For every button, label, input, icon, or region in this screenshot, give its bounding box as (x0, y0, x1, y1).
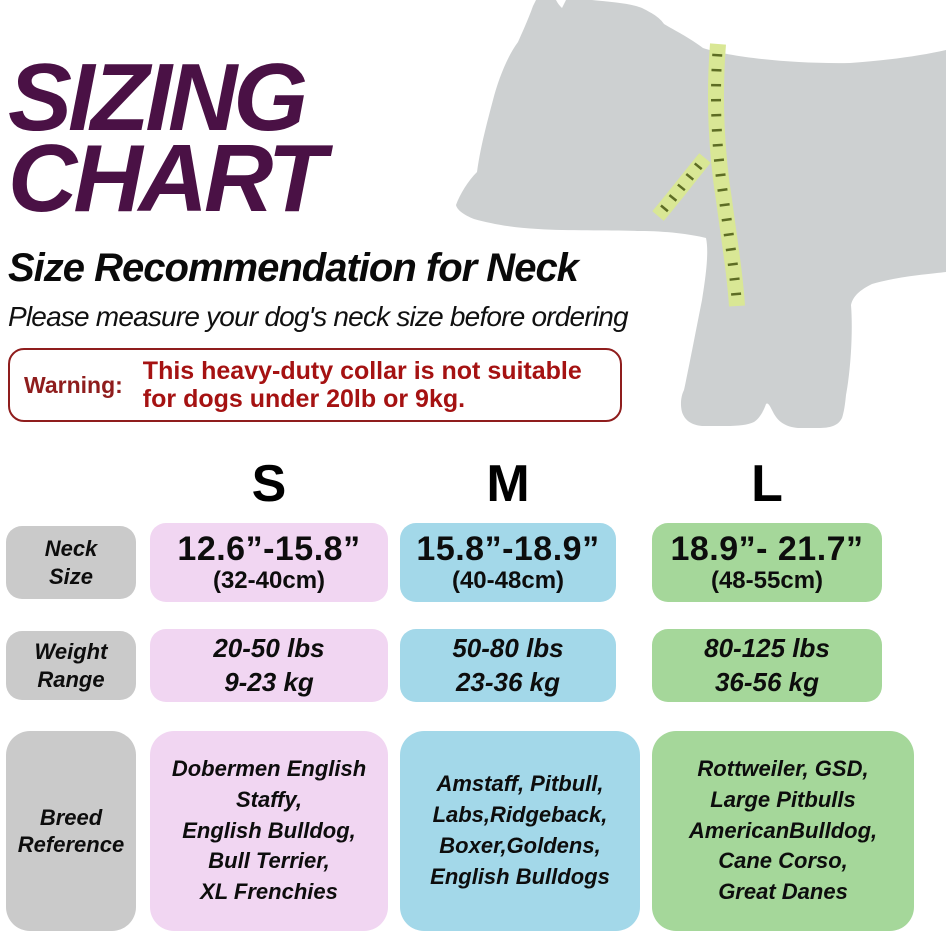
weight-range-l-text: 80-125 lbs 36-56 kg (704, 632, 830, 697)
neck-size-cell-l: 18.9”- 21.7” (48-55cm) (652, 523, 882, 602)
warning-box: Warning: This heavy-duty collar is not s… (8, 348, 622, 422)
weight-range-cell-m: 50-80 lbs 23-36 kg (400, 629, 616, 702)
warning-text: This heavy-duty collar is not suitable f… (142, 356, 582, 414)
weight-range-m-text: 50-80 lbs 23-36 kg (452, 632, 564, 697)
page-title-line1: SIZING (8, 44, 308, 151)
breed-reference-l-text: Rottweiler, GSD, Large Pitbulls American… (688, 756, 878, 905)
neck-size-row-label: Neck Size (6, 526, 136, 599)
neck-size-s-inches: 12.6”-15.8” (177, 529, 361, 568)
neck-size-m-inches: 15.8”-18.9” (416, 529, 600, 568)
breed-reference-row-label: Breed Reference (6, 731, 136, 931)
neck-size-cell-s: 12.6”-15.8” (32-40cm) (150, 523, 388, 602)
page-subtitle: Size Recommendation for Neck (8, 246, 579, 290)
measuring-tape-branch (652, 153, 711, 221)
breed-reference-cell-l: Rottweiler, GSD, Large Pitbulls American… (652, 731, 914, 931)
breed-reference-label-text: Breed Reference (17, 804, 125, 858)
weight-range-cell-s: 20-50 lbs 9-23 kg (150, 629, 388, 702)
neck-size-s-cm: (32-40cm) (212, 567, 326, 594)
page-title-line2: CHART (8, 124, 326, 232)
weight-range-s-text: 20-50 lbs 9-23 kg (213, 632, 325, 697)
measuring-tape-graphic (708, 43, 745, 307)
breed-reference-cell-s: Dobermen English Staffy, English Bulldog… (150, 731, 388, 931)
dog-silhouette (456, 0, 946, 428)
breed-reference-m-text: Amstaff, Pitbull, Labs,Ridgeback, Boxer,… (430, 771, 610, 889)
size-column-header-m: M (486, 455, 530, 513)
weight-range-label-text: Weight Range (34, 639, 108, 692)
neck-size-label-text: Neck Size (44, 536, 98, 589)
neck-size-m-cm: (40-48cm) (451, 567, 565, 594)
neck-size-l-cm: (48-55cm) (710, 567, 824, 594)
weight-range-row-label: Weight Range (6, 631, 136, 700)
breed-reference-cell-m: Amstaff, Pitbull, Labs,Ridgeback, Boxer,… (400, 731, 640, 931)
warning-label: Warning: (24, 371, 123, 398)
weight-range-cell-l: 80-125 lbs 36-56 kg (652, 629, 882, 702)
neck-size-l-inches: 18.9”- 21.7” (670, 529, 864, 568)
measurement-note: Please measure your dog's neck size befo… (8, 301, 629, 332)
neck-size-cell-m: 15.8”-18.9” (40-48cm) (400, 523, 616, 602)
page-title: SIZING CHART (8, 44, 326, 232)
size-column-header-l: L (751, 455, 783, 513)
dog-illustration (456, 0, 946, 428)
size-column-header-s: S (251, 455, 287, 513)
breed-reference-s-text: Dobermen English Staffy, English Bulldog… (171, 756, 367, 905)
